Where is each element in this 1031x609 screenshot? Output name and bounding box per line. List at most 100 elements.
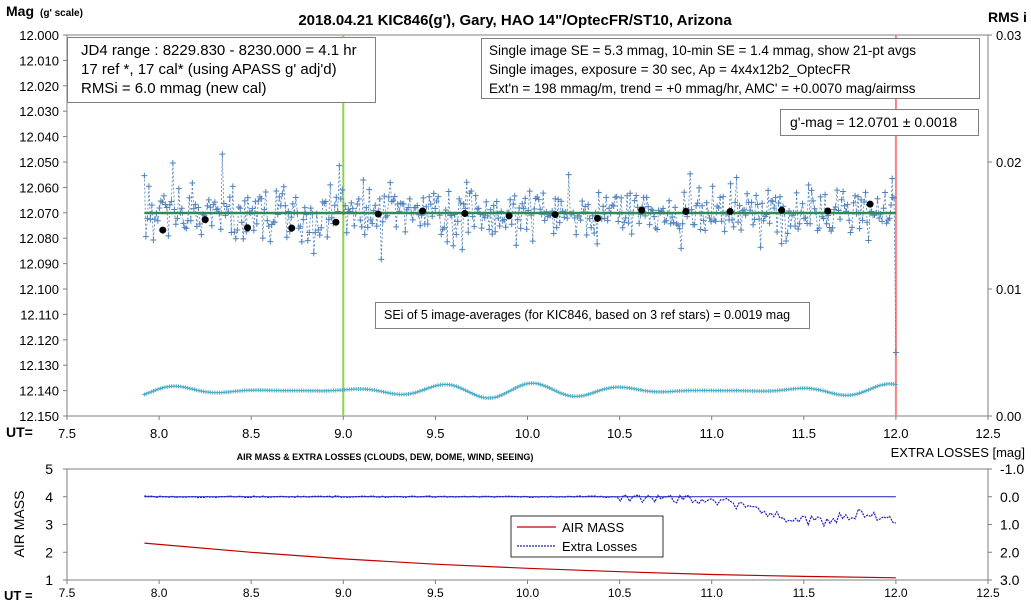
measurement-point <box>426 193 433 200</box>
measurement-point <box>744 190 751 197</box>
measurement-point <box>610 203 617 210</box>
rms-marker <box>588 391 593 396</box>
extinction-text: Ext'n = 198 mmag/m, trend = +0 mmag/hr, … <box>489 81 916 96</box>
y-tick-label: 12.040 <box>19 130 59 145</box>
measurement-point <box>223 203 230 210</box>
measurement-point <box>282 202 289 209</box>
measurement-point <box>186 194 193 201</box>
measurement-point <box>444 238 451 245</box>
measurement-point <box>679 220 686 227</box>
measurement-point <box>316 232 323 239</box>
rms-marker <box>563 392 568 397</box>
measurement-point <box>670 219 677 226</box>
rms-marker <box>497 393 502 398</box>
measurement-point <box>604 217 611 224</box>
measurement-point <box>355 195 362 202</box>
measurement-point <box>624 192 631 199</box>
measurement-point <box>327 181 334 188</box>
measurement-point <box>160 192 167 199</box>
measurement-point <box>586 215 593 222</box>
measurement-point <box>300 216 307 223</box>
measurement-point <box>772 194 779 201</box>
measurement-point <box>688 206 695 213</box>
measurement-point <box>492 228 499 235</box>
measurement-point <box>556 219 563 226</box>
measurement-point <box>729 216 736 223</box>
measurement-point <box>381 193 388 200</box>
airmass-plot: AIR MASS & EXTRA LOSSES (CLOUDS, DEW, DO… <box>4 445 1025 603</box>
measurement-point <box>756 216 763 223</box>
airmass-x-tick-label: 12.5 <box>976 586 1000 600</box>
measurement-point <box>732 199 739 206</box>
measurement-point <box>606 205 613 212</box>
rms-marker <box>144 391 149 396</box>
measurement-point <box>778 240 785 247</box>
rms-marker <box>825 389 830 394</box>
airmass-chart-title: AIR MASS & EXTRA LOSSES (CLOUDS, DEW, DO… <box>237 452 534 462</box>
measurement-point <box>645 203 652 210</box>
measurement-point <box>531 206 538 213</box>
average-point <box>332 218 340 226</box>
measurement-point <box>439 226 446 233</box>
measurement-point <box>856 225 863 232</box>
measurement-point <box>390 197 397 204</box>
airmass-x-tick-label: 8.0 <box>151 586 168 600</box>
measurement-point <box>181 224 188 231</box>
measurement-point <box>438 231 445 238</box>
measurement-point <box>886 215 893 222</box>
measurement-point <box>841 202 848 209</box>
rms-marker <box>518 383 523 388</box>
average-point <box>682 208 690 216</box>
measurement-point <box>318 224 325 231</box>
airmass-x-tick-label: 10.0 <box>516 586 540 600</box>
measurement-point <box>364 224 371 231</box>
x-axis-label: UT= <box>6 424 33 440</box>
measurement-point <box>535 196 542 203</box>
rms-marker <box>522 382 527 387</box>
rms-marker <box>411 391 416 396</box>
measurement-point <box>372 202 379 209</box>
measurement-point <box>156 205 163 212</box>
airmass-x-tick-label: 8.5 <box>243 586 260 600</box>
measurement-point <box>676 225 683 232</box>
measurement-point <box>795 226 802 233</box>
rms-marker <box>864 388 869 393</box>
measurement-point <box>730 223 737 230</box>
measurement-point <box>609 201 616 208</box>
rms-marker <box>472 392 477 397</box>
measurement-point <box>292 194 299 201</box>
rms-marker <box>463 388 468 393</box>
average-point <box>638 206 646 214</box>
rms-marker <box>504 390 509 395</box>
rms-marker <box>470 391 475 396</box>
measurement-point <box>526 188 533 195</box>
measurement-point <box>288 214 295 221</box>
measurement-point <box>367 216 374 223</box>
measurement-point <box>591 230 598 237</box>
rms-marker <box>868 386 873 391</box>
measurement-point <box>514 216 521 223</box>
measurement-point <box>385 193 392 200</box>
ref-stars-text: 17 ref *, 17 cal* (using APASS g' adj'd) <box>81 61 337 78</box>
rms-marker <box>146 390 151 395</box>
measurement-point <box>759 200 766 207</box>
measurement-point <box>298 238 305 245</box>
y-tick-label: 12.150 <box>19 409 59 424</box>
airmass-x-tick-label: 9.0 <box>335 586 352 600</box>
y-axis-sublabel: (g' scale) <box>40 8 83 19</box>
measurement-point <box>631 197 638 204</box>
measurement-point <box>391 193 398 200</box>
measurement-point <box>822 191 829 198</box>
y-tick-label: 12.100 <box>19 282 59 297</box>
measurement-point <box>583 232 590 239</box>
measurement-point <box>457 199 464 206</box>
measurement-point <box>672 204 679 211</box>
y2-tick-label: 0.02 <box>996 155 1021 170</box>
measurement-point <box>565 171 572 178</box>
x-tick-label: 8.5 <box>242 426 260 441</box>
measurement-point <box>696 184 703 191</box>
y-axis-label: Mag <box>6 3 34 19</box>
measurement-point <box>405 204 412 211</box>
rms-marker <box>591 390 596 395</box>
measurement-point <box>702 227 709 234</box>
